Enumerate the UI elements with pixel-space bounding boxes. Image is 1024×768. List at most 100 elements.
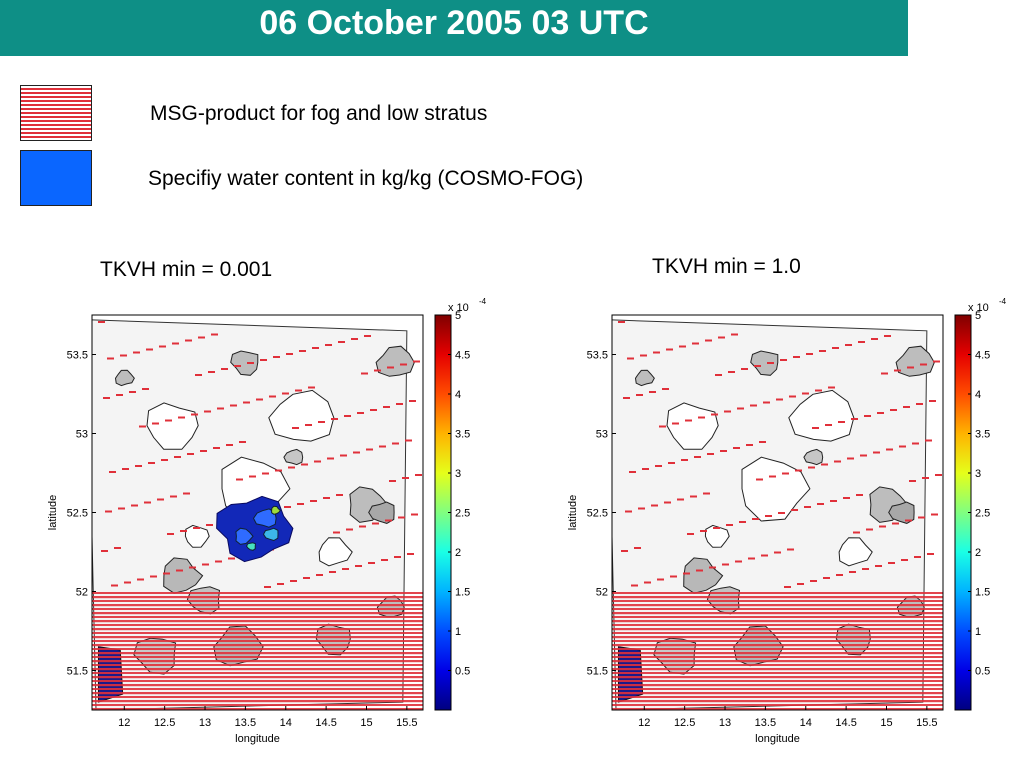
fog-dash [116, 394, 123, 396]
x-axis-label: longitude [235, 733, 280, 745]
page-title: 06 October 2005 03 UTC [259, 4, 649, 42]
fog-dash [670, 575, 677, 578]
fog-dash [903, 406, 910, 408]
x-tick-label: 14 [280, 717, 292, 729]
fog-dash [284, 506, 291, 508]
fog-dash [698, 416, 705, 419]
fog-dash [394, 556, 401, 558]
fog-dash [636, 394, 643, 396]
colorbar-tick-label: 2 [455, 547, 461, 559]
fog-dash [685, 419, 692, 422]
right-map-plot: 12 12.5 13 13.5 14 14.5 15 15.553.55352.55251.5… [567, 297, 1007, 745]
fog-dash [784, 586, 791, 588]
fog-dash [226, 444, 233, 446]
fog-dash [715, 374, 722, 376]
fog-dash [122, 468, 129, 470]
fog-dash [793, 356, 800, 358]
colorbar-tick-label: 1.5 [975, 587, 990, 599]
fog-dash [333, 531, 340, 534]
fog-dash [413, 360, 420, 363]
fog-dash [741, 368, 748, 370]
fog-dash [202, 563, 209, 566]
fog-dash [812, 427, 819, 429]
fog-dash [364, 335, 371, 337]
fog-dash [875, 565, 882, 567]
fog-stratus-area [92, 591, 423, 710]
fog-dash [208, 371, 215, 373]
fog-dash [215, 560, 222, 563]
fog-dash [372, 522, 379, 525]
fog-dash [167, 533, 174, 535]
fog-dash [856, 494, 863, 496]
fog-dash [180, 530, 187, 532]
x-tick-label: 15 [880, 717, 892, 729]
colorbar-tick-label: 3.5 [975, 429, 990, 441]
fog-dash [737, 407, 744, 410]
fog-dash [836, 574, 843, 576]
fog-dash [318, 421, 325, 423]
fog-dash [323, 497, 330, 499]
fog-dash [374, 369, 381, 372]
y-axis-label: latitude [567, 495, 579, 530]
fog-dash [200, 450, 207, 452]
fog-dash [387, 366, 394, 369]
fog-dash [756, 478, 763, 481]
fog-dash [325, 344, 332, 346]
fog-dash [286, 353, 293, 355]
fog-dash [385, 519, 392, 522]
fog-dash [277, 583, 284, 585]
fog-dash [881, 372, 888, 375]
fog-dash [649, 391, 656, 393]
fog-dash [312, 347, 319, 349]
fog-dash [925, 439, 932, 442]
fog-dash [918, 516, 925, 519]
fog-dash [629, 471, 636, 473]
fog-dash [217, 407, 224, 410]
fog-dash [672, 422, 679, 425]
y-tick-label: 53.5 [587, 350, 608, 362]
cloud-contour [888, 501, 915, 524]
fog-dash [618, 321, 625, 323]
x-tick-label: 12 [118, 717, 130, 729]
fog-dash [789, 395, 796, 398]
cloud-contour [704, 524, 730, 548]
fog-dash [264, 586, 271, 588]
fog-dash [644, 581, 651, 584]
fog-dash [105, 510, 112, 513]
fog-dash [907, 366, 914, 369]
left-panel-title: TKVH min = 0.001 [100, 258, 273, 281]
colorbar-tick-label: 4.5 [975, 350, 990, 362]
fog-dash [124, 581, 131, 584]
fog-dash [679, 345, 686, 348]
fog-dash [890, 409, 897, 411]
fog-dash [213, 447, 220, 449]
fog-dash [269, 395, 276, 398]
fog-dash [148, 462, 155, 464]
fog-dash [711, 413, 718, 416]
fog-dash [802, 392, 809, 395]
fog-dash [114, 547, 121, 549]
water-legend-label: Specifiy water content in kg/kg (COSMO-F… [148, 167, 584, 190]
cloud-contour [375, 345, 415, 377]
fog-dash [142, 388, 149, 390]
colorbar-tick-label: 3 [975, 468, 981, 480]
fog-dash [683, 572, 690, 575]
cloud-contour [184, 524, 210, 548]
fog-dash [191, 413, 198, 416]
fog-dash [178, 416, 185, 419]
fog-dash [884, 335, 891, 337]
fog-dash [795, 469, 802, 472]
fog-dash [407, 553, 414, 555]
cloud-contour [741, 456, 811, 522]
fog-dash [292, 427, 299, 429]
cloud-contour [114, 369, 135, 387]
cloud-contour [163, 557, 204, 594]
fog-dash [228, 557, 235, 560]
fog-dash [118, 507, 125, 510]
fog-dash [165, 419, 172, 422]
x-tick-label: 13.5 [755, 717, 776, 729]
fog-dash [769, 475, 776, 478]
cloud-contour [146, 402, 199, 450]
fog-dash [912, 442, 919, 445]
fog-dash [260, 359, 267, 361]
